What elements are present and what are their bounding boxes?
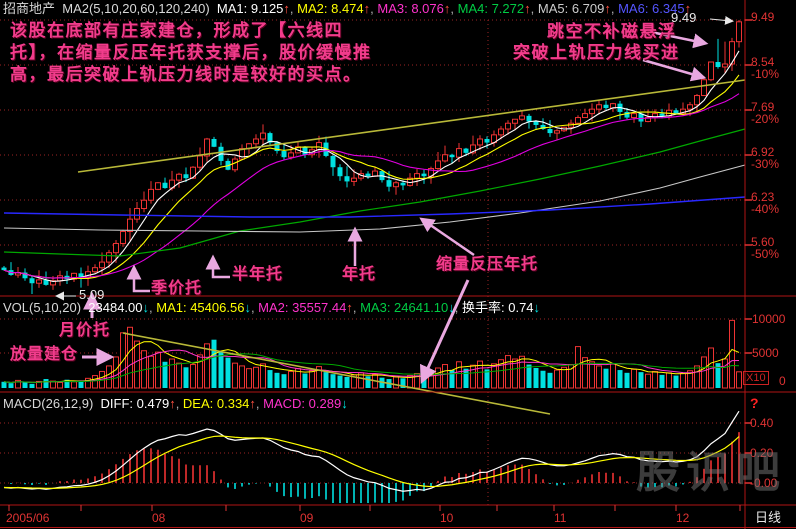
price-axis-label: 7.69	[751, 100, 775, 114]
up-arrow-icon: ↑	[604, 1, 611, 16]
label-volume-build: 放量建仓	[10, 346, 79, 363]
ma-value: DEA: 0.334	[182, 396, 250, 411]
price-axis-label: 9.49	[751, 10, 775, 24]
macd-axis-label: 0.20	[750, 446, 774, 460]
annotation-paragraph-line2: 托】，在缩量反压年托获支撑后，股价缓慢推	[10, 43, 372, 62]
annotation-arrows	[55, 15, 734, 384]
ma-value: MA6: 6.345	[618, 1, 685, 16]
price-axis-label: 8.54	[751, 55, 775, 69]
ma-value: MA3: 24641.10	[360, 300, 449, 315]
stock-title: 招商地产	[3, 1, 56, 16]
volume-values: 23484.00↓, MA1: 45406.56↓, MA2: 35557.44…	[88, 300, 541, 315]
up-arrow-icon: ↑	[283, 1, 290, 16]
ma-value: MA5: 6.709	[537, 1, 605, 16]
up-arrow-icon: ↑	[524, 1, 531, 16]
ma-value: MACD: 0.289	[263, 396, 342, 411]
macd-header: MACD(26,12,9) DIFF: 0.479↑, DEA: 0.334↑,…	[3, 396, 348, 411]
date-label: 12	[676, 511, 690, 525]
price-axis-pct: -10%	[751, 67, 780, 81]
volume-axis-label: 5000	[752, 346, 779, 360]
volume-axis-label: 10000	[752, 312, 786, 326]
annotation-breakout-buy: 突破上轨压力线买进	[513, 43, 680, 62]
indicator-params: MA2(5,10,20,60,120,240)	[62, 1, 210, 16]
up-arrow-icon: ↑	[169, 396, 176, 411]
up-arrow-icon: ↑	[684, 1, 692, 16]
macd-histogram	[10, 432, 740, 503]
ma-value: DIFF: 0.479	[100, 396, 170, 411]
volume-bars	[1, 319, 742, 389]
macd-axis-label: 0.40	[750, 416, 774, 430]
down-arrow-icon: ↓	[341, 396, 348, 411]
volume-value: 23484.00	[88, 300, 143, 315]
ma-values: MA1: 9.125↑, MA2: 8.474↑, MA3: 8.076↑, M…	[216, 1, 692, 16]
main-header: 招商地产 MA2(5,10,20,60,120,240) MA1: 9.125↑…	[3, 1, 692, 16]
label-month-support: 月价托	[59, 322, 111, 339]
label-halfyear-support: 半年托	[232, 266, 284, 283]
macd-question-mark[interactable]: ?	[750, 395, 759, 411]
turnover: 换手率: 0.74	[462, 300, 534, 315]
down-arrow-icon: ↓	[448, 300, 455, 315]
price-axis-pct: -40%	[751, 202, 780, 216]
price-axis-pct: -50%	[751, 247, 780, 261]
date-label: 11	[554, 511, 567, 525]
up-arrow-icon: ↑	[363, 1, 371, 16]
volume-header: VOL(5,10,20) 23484.00↓, MA1: 45406.56↓, …	[3, 300, 541, 315]
down-arrow-icon: ↓	[533, 300, 541, 315]
price-axis-label: 5.60	[751, 235, 775, 249]
up-arrow-icon: ↑	[443, 1, 451, 16]
watermark: 股识吧	[636, 448, 786, 497]
down-arrow-icon: ↓	[142, 300, 150, 315]
volume-axis-zero: 0	[779, 374, 786, 388]
ma-value: MA4: 7.272	[457, 1, 525, 16]
up-arrow-icon: ↑	[346, 300, 353, 315]
label-quarter-support: 季价托	[151, 280, 203, 297]
price-axis-label: 6.23	[751, 190, 775, 204]
down-arrow-icon: ↓	[244, 300, 251, 315]
upper-channel-pressure-line	[77, 79, 746, 173]
annotation-gap-float: 跳空不补磁悬浮	[547, 22, 677, 41]
volume-shrink-resistance-line	[122, 332, 551, 415]
annotation-paragraph-line3: 高，最后突破上轨压力线时是较好的买点。	[10, 65, 362, 84]
label-shrink-pressure: 缩量反压年托	[436, 256, 539, 273]
macd-indicator-name: MACD(26,12,9)	[3, 396, 94, 411]
date-label: 10	[440, 511, 454, 525]
period-selector[interactable]: 日线	[755, 510, 782, 525]
ma-value: MA2: 35557.44	[258, 300, 347, 315]
volume-multiplier-badge: X10	[743, 371, 769, 386]
price-axis-pct: -30%	[751, 157, 780, 171]
macd-values: DIFF: 0.479↑, DEA: 0.334↑, MACD: 0.289↓	[100, 396, 348, 411]
up-arrow-icon: ↑	[249, 396, 256, 411]
macd-axis-label: -0.00	[750, 476, 778, 490]
ma-value: MA3: 8.076	[377, 1, 444, 16]
ma-value: MA1: 45406.56	[156, 300, 245, 315]
volume-indicator-name: VOL(5,10,20)	[3, 300, 82, 315]
date-label: 08	[152, 511, 166, 525]
price-high-callout: 9.49	[671, 10, 697, 25]
ma-value: MA2: 8.474	[297, 1, 364, 16]
ma-value: MA1: 9.125	[216, 1, 284, 16]
price-axis-label: 6.92	[751, 145, 775, 159]
annotation-paragraph-line1: 该股在底部有庄家建仓，形成了【六线四	[10, 21, 343, 40]
date-label: 09	[300, 511, 314, 525]
label-year-support: 年托	[342, 266, 377, 283]
date-label: 2005/06	[6, 511, 50, 525]
price-low-callout: 5.09	[79, 287, 105, 302]
price-axis-pct: -20%	[751, 112, 780, 126]
